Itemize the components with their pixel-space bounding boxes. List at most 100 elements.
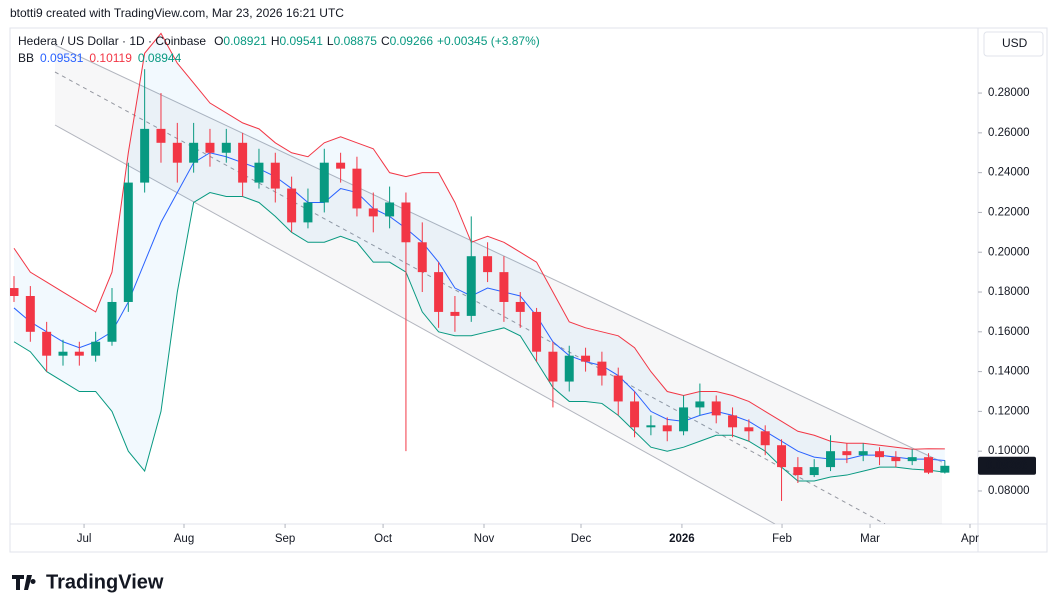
candle-body xyxy=(613,375,623,402)
band-line xyxy=(13,152,945,462)
candle-body xyxy=(368,208,378,217)
candle-body xyxy=(907,457,917,462)
candle-body xyxy=(679,407,689,432)
y-tick-label: 0.24000 xyxy=(988,167,1030,179)
candle-body xyxy=(417,242,427,273)
candle-body xyxy=(858,451,868,456)
indicator-value: 0.08944 xyxy=(138,51,182,65)
x-tick-label: Nov xyxy=(474,533,495,545)
currency[interactable]: USD xyxy=(1002,36,1028,50)
candle-body xyxy=(891,457,901,462)
candle-body xyxy=(385,202,395,217)
price-tag-label: 0.09266 xyxy=(986,460,1028,472)
candle-body xyxy=(760,431,770,446)
candle-body xyxy=(319,162,329,203)
candle-body xyxy=(483,256,493,273)
candle-body xyxy=(662,425,672,432)
candle-body xyxy=(254,162,264,183)
band-line xyxy=(13,192,945,482)
indicator-value: 0.09531 xyxy=(40,51,84,65)
candle-body xyxy=(581,355,591,362)
candle-body xyxy=(875,451,885,458)
candle-body xyxy=(238,142,248,183)
brand: TradingView xyxy=(12,571,164,593)
x-tick-label: Jul xyxy=(77,533,92,545)
candle-body xyxy=(515,301,525,312)
ohlc-label: H xyxy=(271,34,280,48)
candle-body xyxy=(42,331,52,356)
x-tick-label: Aug xyxy=(174,533,194,545)
y-tick-label: 0.12000 xyxy=(988,405,1030,417)
indicator-legend: BB 0.09531 0.10119 0.08944 xyxy=(18,51,182,65)
x-tick-label: Sep xyxy=(275,533,295,545)
x-tick-label: Feb xyxy=(772,533,792,545)
symbol-legend: Hedera / US Dollar · 1D · Coinbase O0.089… xyxy=(18,34,540,48)
candle-body xyxy=(434,272,444,312)
candle-body xyxy=(140,128,150,183)
candle-body xyxy=(466,256,476,316)
x-tick-label: Dec xyxy=(571,533,592,545)
candle-body xyxy=(793,467,803,476)
candle-body xyxy=(728,415,738,428)
candle-body xyxy=(597,361,607,376)
candle-body xyxy=(172,142,182,163)
candle-body xyxy=(270,162,280,189)
candle-body xyxy=(221,142,231,153)
candle-body xyxy=(91,341,101,356)
ohlc-value: 0.09541 xyxy=(279,34,323,48)
candle-body xyxy=(107,301,117,342)
y-tick-label: 0.28000 xyxy=(988,87,1030,99)
candle-body xyxy=(646,425,656,428)
candle-body xyxy=(10,288,19,296)
candle-body xyxy=(189,142,199,163)
candle-body xyxy=(777,445,787,468)
symbol: Hedera / US Dollar · 1D · Coinbase xyxy=(18,34,206,48)
y-tick-label: 0.08000 xyxy=(988,485,1030,497)
y-tick-label: 0.14000 xyxy=(988,366,1030,378)
brand-name: TradingView xyxy=(46,571,164,593)
channel-bottom xyxy=(54,124,776,524)
candle-body xyxy=(303,202,313,223)
candle-body xyxy=(401,202,411,243)
candle-body xyxy=(123,182,133,302)
x-tick-label: Mar xyxy=(860,533,880,545)
credit: btotti9 created with TradingView.com, Ma… xyxy=(10,6,344,20)
y-tick-label: 0.22000 xyxy=(988,206,1030,218)
channel-top xyxy=(54,44,943,463)
candle-body xyxy=(924,457,934,473)
candle-body xyxy=(287,188,297,223)
candle-body xyxy=(336,162,346,169)
ohlc-label: C xyxy=(381,34,390,48)
ohlc-value: 0.08921 xyxy=(223,34,267,48)
ohlc-label: O xyxy=(214,34,223,48)
plot xyxy=(10,32,950,501)
indicator-value: 0.10119 xyxy=(89,51,132,65)
ohlc-value: 0.08875 xyxy=(334,34,378,48)
candle-body xyxy=(450,311,460,316)
ohlc-label: L xyxy=(327,34,334,48)
y-tick-label: 0.20000 xyxy=(988,246,1030,258)
candle-body xyxy=(564,355,574,382)
candle-body xyxy=(74,351,84,356)
band-line xyxy=(13,32,945,450)
ohlc-value: 0.09266 xyxy=(390,34,434,48)
candle-body xyxy=(940,465,950,473)
y-tick-label: 0.10000 xyxy=(988,445,1030,457)
indicator-name: BB xyxy=(18,51,34,65)
x-tick-label: Apr xyxy=(961,533,979,545)
candle-body xyxy=(744,427,754,432)
change: +0.00345 (+3.87%) xyxy=(437,34,540,48)
candle-body xyxy=(499,272,509,302)
candle-body xyxy=(205,142,215,153)
candle-body xyxy=(630,401,640,428)
candle-body xyxy=(842,451,852,456)
candle-body xyxy=(58,351,68,356)
candle-body xyxy=(826,451,836,468)
candle-body xyxy=(25,295,35,332)
currency-box[interactable] xyxy=(983,31,1044,57)
brand-icon xyxy=(12,575,36,590)
y-tick-label: 0.16000 xyxy=(988,326,1030,338)
x-tick-label: Oct xyxy=(374,533,393,545)
y-tick-label: 0.18000 xyxy=(988,286,1030,298)
